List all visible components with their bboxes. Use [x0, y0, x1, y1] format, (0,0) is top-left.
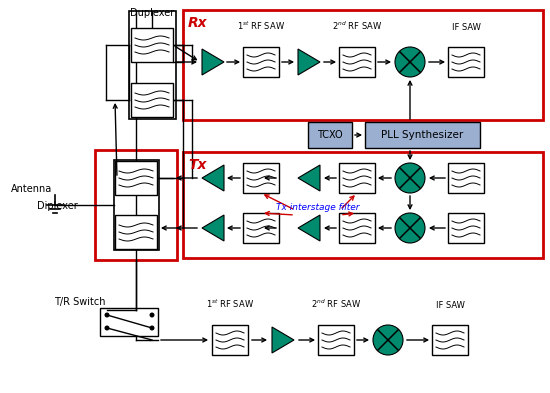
Bar	[243, 213, 279, 243]
Polygon shape	[298, 165, 320, 191]
Bar	[243, 47, 279, 77]
Text: Rx: Rx	[188, 16, 208, 30]
Text: Antenna: Antenna	[12, 184, 53, 194]
Polygon shape	[202, 165, 224, 191]
Bar	[448, 47, 484, 77]
Polygon shape	[202, 215, 224, 241]
Bar	[432, 325, 468, 355]
Text: Duplexer: Duplexer	[130, 8, 174, 18]
Bar	[131, 83, 173, 117]
Circle shape	[395, 47, 425, 77]
Bar	[339, 163, 375, 193]
Bar	[131, 28, 173, 62]
Circle shape	[395, 213, 425, 243]
Bar	[243, 163, 279, 193]
Bar	[339, 213, 375, 243]
Circle shape	[150, 325, 155, 331]
Text: 1$^{st}$ RF SAW: 1$^{st}$ RF SAW	[237, 20, 285, 32]
Bar	[365, 122, 480, 148]
Polygon shape	[298, 215, 320, 241]
Polygon shape	[202, 49, 224, 75]
Bar	[448, 163, 484, 193]
Text: PLL Synthesizer: PLL Synthesizer	[381, 130, 463, 140]
Text: Tx interstage filter: Tx interstage filter	[276, 202, 360, 211]
Text: T/R Switch: T/R Switch	[54, 297, 106, 307]
Bar	[183, 152, 543, 258]
Bar	[448, 213, 484, 243]
Bar	[114, 160, 159, 250]
Bar	[95, 150, 177, 260]
Circle shape	[104, 312, 109, 318]
Bar	[115, 215, 157, 249]
Text: IF SAW: IF SAW	[436, 301, 464, 310]
Text: 2$^{nd}$ RF SAW: 2$^{nd}$ RF SAW	[332, 20, 382, 32]
Text: 1$^{st}$ RF SAW: 1$^{st}$ RF SAW	[206, 298, 254, 310]
Bar	[183, 10, 543, 120]
Text: IF SAW: IF SAW	[452, 23, 481, 32]
Bar	[115, 161, 157, 195]
Circle shape	[395, 163, 425, 193]
Text: Diplexer: Diplexer	[37, 201, 78, 211]
Bar	[100, 308, 158, 336]
Circle shape	[104, 325, 109, 331]
Circle shape	[150, 312, 155, 318]
Bar	[308, 122, 352, 148]
Bar	[129, 11, 176, 119]
Text: TCXO: TCXO	[317, 130, 343, 140]
Polygon shape	[298, 49, 320, 75]
Bar	[339, 47, 375, 77]
Bar	[318, 325, 354, 355]
Circle shape	[373, 325, 403, 355]
Polygon shape	[272, 327, 294, 353]
Text: Tx: Tx	[188, 158, 206, 172]
Text: 2$^{nd}$ RF SAW: 2$^{nd}$ RF SAW	[311, 298, 361, 310]
Bar	[212, 325, 248, 355]
